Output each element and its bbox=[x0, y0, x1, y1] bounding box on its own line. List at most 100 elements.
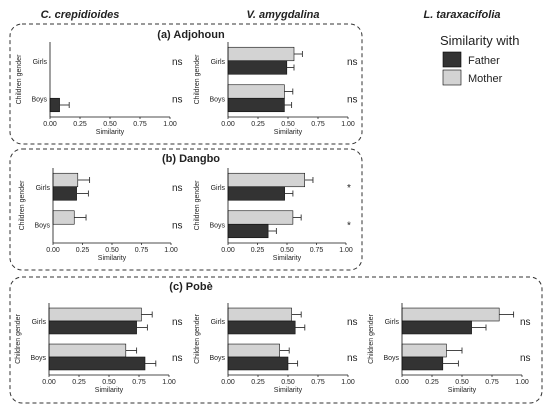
x-tick-label-site2-chart1-2: 0.50 bbox=[281, 379, 295, 386]
sig-label-site2-chart0-0: ns bbox=[172, 317, 183, 328]
y-axis-title-site2-chart0: Children gender bbox=[15, 313, 22, 363]
x-tick-label-site2-chart2-4: 1.00 bbox=[515, 379, 529, 386]
sig-label-site0-chart0-1: ns bbox=[172, 94, 183, 105]
x-tick-label-site2-chart0-3: 0.75 bbox=[132, 379, 146, 386]
x-tick-label-site2-chart2-0: 0.00 bbox=[395, 379, 409, 386]
y-axis-title-site0-chart0: Children gender bbox=[16, 54, 23, 104]
category-label-site1-chart0-0: Girls bbox=[36, 185, 51, 192]
bar-site2-chart1-boys-father bbox=[227, 356, 289, 371]
bar-site1-chart0-girls-mother bbox=[52, 172, 79, 188]
x-tick-label-site1-chart1-4: 1.00 bbox=[339, 247, 353, 254]
x-tick-label-site1-chart0-2: 0.50 bbox=[105, 247, 119, 254]
x-tick-label-site0-chart1-2: 0.50 bbox=[281, 121, 295, 128]
bar-site0-chart1-boys-father bbox=[227, 97, 285, 113]
sig-label-site1-chart0-0: ns bbox=[172, 183, 183, 194]
x-axis-title-site0-chart0: Similarity bbox=[96, 129, 125, 136]
bar-site1-chart0-girls-father bbox=[52, 186, 77, 201]
bar-site2-chart1-girls-mother bbox=[227, 307, 292, 322]
sig-label-site0-chart1-1: ns bbox=[347, 94, 358, 105]
legend-swatch-mother bbox=[442, 69, 462, 86]
x-tick-label-site1-chart1-0: 0.00 bbox=[221, 247, 235, 254]
category-label-site1-chart0-1: Boys bbox=[34, 222, 50, 229]
category-label-site2-chart2-0: Girls bbox=[385, 319, 400, 326]
x-axis-title-site2-chart1: Similarity bbox=[274, 387, 303, 394]
sig-label-site1-chart0-1: ns bbox=[172, 220, 183, 231]
category-label-site2-chart0-0: Girls bbox=[32, 319, 47, 326]
x-tick-label-site2-chart2-2: 0.50 bbox=[455, 379, 469, 386]
bar-site1-chart1-boys-father bbox=[227, 223, 269, 239]
category-label-site2-chart1-1: Boys bbox=[209, 355, 225, 362]
sig-label-site0-chart1-0: ns bbox=[347, 57, 358, 68]
x-tick-label-site1-chart1-1: 0.25 bbox=[251, 247, 265, 254]
category-label-site2-chart1-0: Girls bbox=[211, 319, 226, 326]
x-tick-label-site0-chart1-1: 0.25 bbox=[251, 121, 265, 128]
bar-site2-chart0-boys-mother bbox=[48, 343, 127, 358]
y-axis-title-site0-chart1: Children gender bbox=[194, 54, 201, 104]
x-tick-label-site2-chart2-3: 0.75 bbox=[485, 379, 499, 386]
bar-site1-chart1-girls-mother bbox=[227, 172, 305, 188]
x-tick-label-site2-chart0-4: 1.00 bbox=[162, 379, 176, 386]
x-tick-label-site2-chart2-1: 0.25 bbox=[425, 379, 439, 386]
bar-site2-chart2-boys-mother bbox=[401, 343, 447, 358]
category-label-site1-chart1-0: Girls bbox=[211, 185, 226, 192]
category-label-site0-chart1-1: Boys bbox=[209, 96, 225, 103]
sig-label-site2-chart1-0: ns bbox=[347, 317, 358, 328]
bar-site1-chart0-boys-mother bbox=[52, 210, 75, 225]
bar-site2-chart2-girls-mother bbox=[401, 307, 500, 322]
x-tick-label-site1-chart1-2: 0.50 bbox=[280, 247, 294, 254]
bar-site2-chart2-boys-father bbox=[401, 356, 444, 371]
x-tick-label-site0-chart0-4: 1.00 bbox=[163, 121, 177, 128]
x-tick-label-site2-chart0-2: 0.50 bbox=[102, 379, 116, 386]
bar-site0-chart1-girls-father bbox=[227, 60, 288, 75]
x-tick-label-site2-chart0-1: 0.25 bbox=[72, 379, 86, 386]
legend-swatch-father bbox=[442, 51, 462, 68]
x-tick-label-site0-chart0-3: 0.75 bbox=[133, 121, 147, 128]
category-label-site2-chart0-1: Boys bbox=[30, 355, 46, 362]
panel-title-pobe: (c) Pobè bbox=[169, 281, 212, 293]
x-tick-label-site0-chart1-0: 0.00 bbox=[221, 121, 235, 128]
x-axis-title-site2-chart0: Similarity bbox=[95, 387, 124, 394]
bar-site0-chart1-boys-mother bbox=[227, 84, 285, 99]
sig-label-site1-chart1-1: * bbox=[347, 220, 351, 231]
bar-site2-chart1-girls-father bbox=[227, 320, 296, 335]
x-tick-label-site0-chart1-4: 1.00 bbox=[341, 121, 355, 128]
sig-label-site2-chart1-1: ns bbox=[347, 353, 358, 364]
legend-label-father: Father bbox=[468, 55, 500, 67]
bar-site2-chart0-girls-father bbox=[48, 320, 137, 335]
panel-dangbo-border bbox=[9, 148, 363, 271]
x-tick-label-site2-chart0-0: 0.00 bbox=[42, 379, 56, 386]
category-label-site0-chart0-0: Girls bbox=[33, 59, 48, 66]
x-tick-label-site0-chart1-3: 0.75 bbox=[311, 121, 325, 128]
y-axis-title-site2-chart1: Children gender bbox=[194, 313, 201, 363]
species-header-3: L. taraxacifolia bbox=[423, 9, 500, 21]
sig-label-site1-chart1-0: * bbox=[347, 183, 351, 194]
sig-label-site2-chart2-0: ns bbox=[520, 317, 531, 328]
x-tick-label-site2-chart1-3: 0.75 bbox=[311, 379, 325, 386]
x-tick-label-site1-chart1-3: 0.75 bbox=[310, 247, 324, 254]
legend: Similarity with Father Mother bbox=[440, 33, 519, 86]
bar-site2-chart2-girls-father bbox=[401, 320, 472, 335]
x-tick-label-site2-chart1-4: 1.00 bbox=[341, 379, 355, 386]
category-label-site0-chart1-0: Girls bbox=[211, 59, 226, 66]
x-axis-title-site1-chart0: Similarity bbox=[98, 255, 127, 262]
x-tick-label-site0-chart0-0: 0.00 bbox=[43, 121, 57, 128]
bar-site0-chart0-boys-father bbox=[49, 97, 60, 113]
category-label-site1-chart1-1: Boys bbox=[209, 222, 225, 229]
sig-label-site2-chart0-1: ns bbox=[172, 353, 183, 364]
panel-title-dangbo: (b) Dangbo bbox=[162, 153, 220, 165]
x-tick-label-site2-chart1-1: 0.25 bbox=[251, 379, 265, 386]
x-tick-label-site1-chart0-4: 1.00 bbox=[164, 247, 178, 254]
x-tick-label-site0-chart0-1: 0.25 bbox=[73, 121, 87, 128]
charts-layer: Girls ns Boys ns 0.00 0.25 0.50 0.75 1.00 Similar… bbox=[15, 42, 531, 394]
category-label-site2-chart2-1: Boys bbox=[383, 355, 399, 362]
sig-label-site2-chart2-1: ns bbox=[520, 353, 531, 364]
bar-site1-chart1-girls-father bbox=[227, 186, 285, 201]
species-header-2: V. amygdalina bbox=[247, 9, 320, 21]
bar-site2-chart0-girls-mother bbox=[48, 307, 142, 322]
category-label-site0-chart0-1: Boys bbox=[31, 96, 47, 103]
y-axis-title-site1-chart1: Children gender bbox=[194, 180, 201, 230]
x-axis-title-site1-chart1: Similarity bbox=[273, 255, 302, 262]
x-tick-label-site1-chart0-1: 0.25 bbox=[76, 247, 90, 254]
